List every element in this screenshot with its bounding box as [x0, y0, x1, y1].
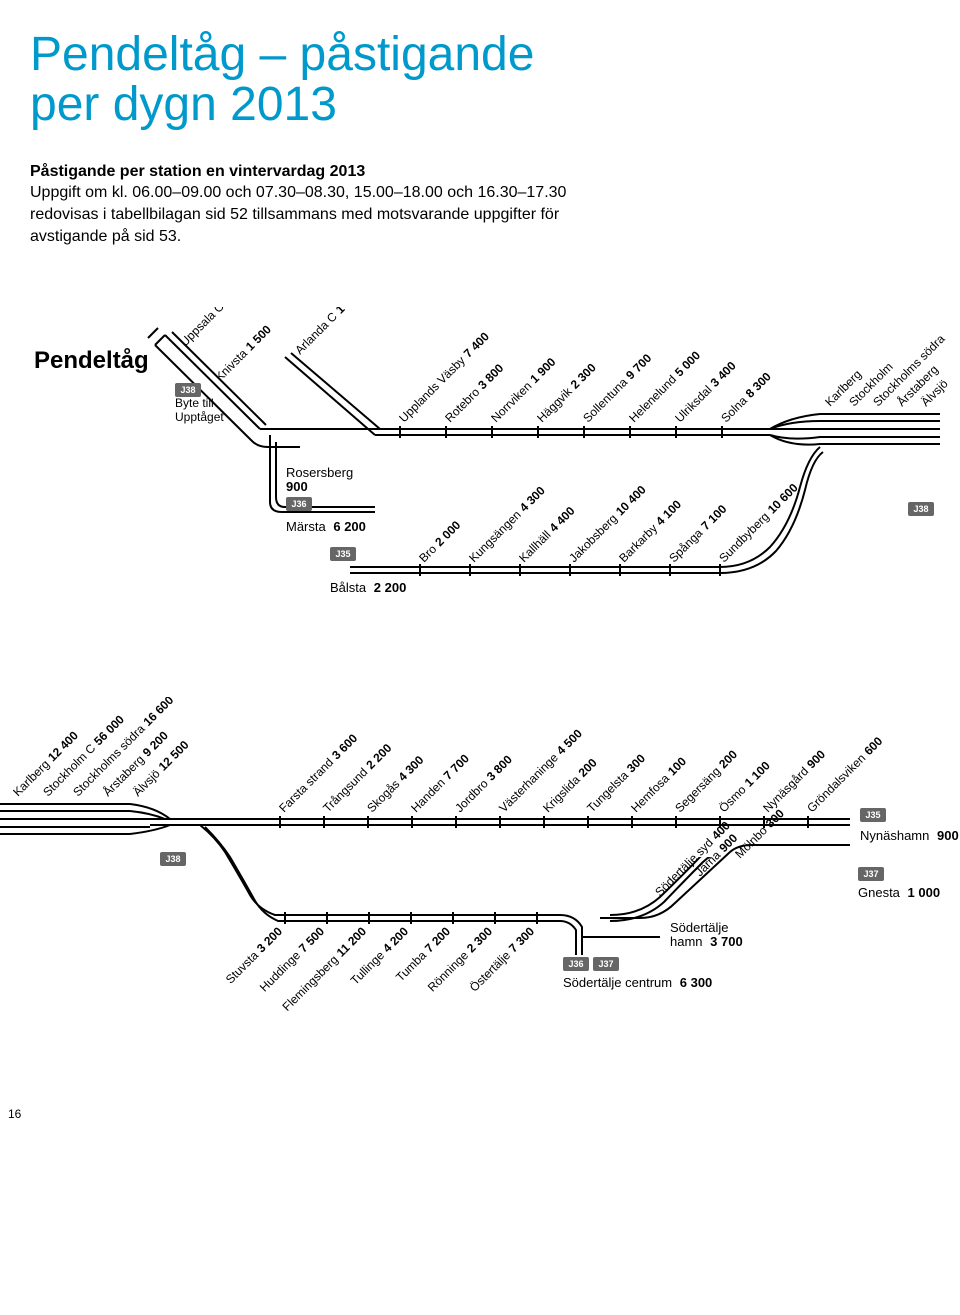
svg-text:900: 900 [286, 479, 308, 494]
svg-text:Sundbyberg10 600: Sundbyberg10 600 [716, 481, 801, 566]
intro: Påstigande per station en vintervardag 2… [30, 161, 630, 247]
svg-text:Södertälje centrum 6 300: Södertälje centrum 6 300 [563, 975, 712, 990]
section-label: Pendeltåg [34, 347, 149, 375]
svg-text:Uppsala C5 700: Uppsala C5 700 [177, 307, 251, 349]
svg-text:J35: J35 [335, 549, 350, 559]
svg-text:J36: J36 [291, 499, 306, 509]
svg-text:hamn 3 700: hamn 3 700 [670, 934, 743, 949]
svg-text:Bålsta 2 200: Bålsta 2 200 [330, 580, 406, 595]
svg-text:J37: J37 [598, 959, 613, 969]
svg-text:J38: J38 [913, 504, 928, 514]
title-line1: Pendeltåg – påstigande [30, 28, 534, 81]
svg-text:Farsta strand3 600: Farsta strand3 600 [276, 731, 360, 815]
svg-text:J38: J38 [165, 854, 180, 864]
svg-text:Arlanda C1 800: Arlanda C1 800 [292, 307, 364, 357]
svg-text:Märsta 6 200: Märsta 6 200 [286, 519, 366, 534]
page-number: 16 [8, 1107, 960, 1121]
svg-text:J38: J38 [180, 385, 195, 395]
diagram-south: Karlberg12 400Stockholm C56 000Stockholm… [0, 697, 960, 1067]
svg-text:Södertälje: Södertälje [670, 920, 729, 935]
svg-text:J37: J37 [863, 869, 878, 879]
svg-text:J35: J35 [865, 810, 880, 820]
svg-text:Bro2 000: Bro2 000 [416, 518, 463, 565]
svg-text:Gnesta 1 000: Gnesta 1 000 [858, 885, 940, 900]
svg-text:Västerhaninge4 500: Västerhaninge4 500 [496, 726, 585, 815]
byte-line2: Upptåget [175, 410, 224, 424]
svg-text:Gröndalsviken600: Gröndalsviken600 [804, 734, 885, 815]
svg-text:J36: J36 [568, 959, 583, 969]
svg-text:Nynäshamn 900: Nynäshamn 900 [860, 828, 959, 843]
title-line2: per dygn 2013 [30, 78, 337, 131]
byte-line1: Byte till [175, 396, 214, 410]
svg-text:Upplands Väsby7 400: Upplands Väsby7 400 [396, 329, 492, 425]
svg-text:Rosersberg: Rosersberg [286, 465, 353, 480]
svg-text:Knivsta1 500: Knivsta1 500 [212, 322, 274, 384]
